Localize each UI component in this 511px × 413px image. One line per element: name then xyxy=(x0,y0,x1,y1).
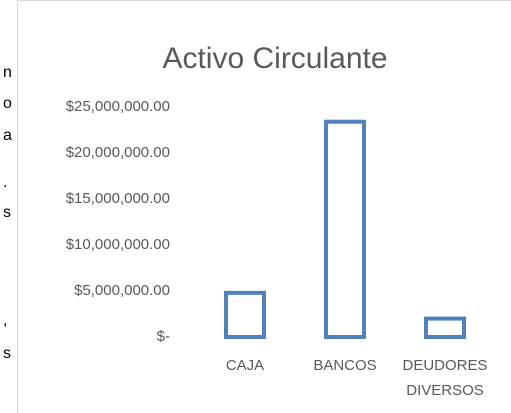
x-tick-label: BANCOS xyxy=(313,357,377,374)
document-text-fragment: , xyxy=(3,312,8,329)
y-tick-label: $25,000,000.00 xyxy=(66,98,170,115)
y-tick-label: $15,000,000.00 xyxy=(66,190,170,207)
bar xyxy=(324,119,366,339)
document-text-fragment: n xyxy=(3,64,12,81)
y-tick-label: $- xyxy=(157,328,170,345)
x-tick-label: CAJA xyxy=(225,357,265,374)
bar xyxy=(224,290,266,339)
y-tick-label: $10,000,000.00 xyxy=(66,236,170,253)
y-tick-label: $5,000,000.00 xyxy=(74,282,170,299)
document-text-fragment: . xyxy=(3,174,8,191)
bar xyxy=(424,316,466,340)
chart-border xyxy=(17,0,511,413)
document-text-fragment: a xyxy=(3,127,12,144)
document-text-fragment: s xyxy=(3,204,11,221)
document-text-fragment: s xyxy=(3,345,11,362)
document-text-fragment: o xyxy=(3,95,12,112)
y-tick-label: $20,000,000.00 xyxy=(66,144,170,161)
x-tick-label: DEUDORES DIVERSOS xyxy=(402,357,488,399)
chart-title: Activo Circulante xyxy=(162,42,387,75)
